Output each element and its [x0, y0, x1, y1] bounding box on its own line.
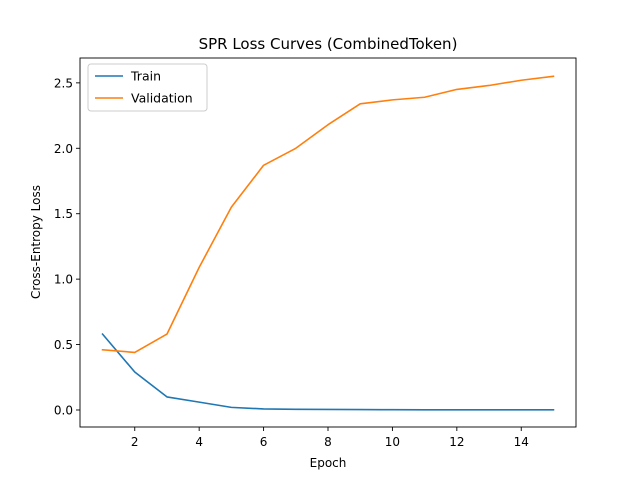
x-tick-label: 4	[195, 435, 203, 449]
y-tick-label: 0.0	[54, 403, 73, 417]
x-tick-label: 8	[324, 435, 332, 449]
plot-area	[101, 75, 555, 411]
legend: Train Validation	[87, 63, 208, 112]
x-axis-label: Epoch	[310, 456, 347, 470]
x-tick-label: 14	[514, 435, 529, 449]
series-line-validation	[101, 75, 555, 354]
y-tick-label: 2.5	[54, 76, 73, 90]
x-tick-label: 6	[260, 435, 268, 449]
chart-title: SPR Loss Curves (CombinedToken)	[199, 35, 458, 53]
y-tick-label: 2.0	[54, 142, 73, 156]
legend-label-validation: Validation	[131, 91, 193, 106]
axes: 2 4 6 8 10 12 14 0.0 0.5 1.0 1.5 2.0 2.5	[54, 57, 577, 449]
y-tick-label: 0.5	[54, 338, 73, 352]
y-tick-label: 1.5	[54, 207, 73, 221]
y-tick-label: 1.0	[54, 273, 73, 287]
y-axis-label: Cross-Entropy Loss	[29, 185, 43, 299]
legend-label-train: Train	[130, 69, 161, 84]
x-tick-label: 2	[131, 435, 139, 449]
plot-frame	[79, 57, 577, 428]
x-tick-label: 10	[385, 435, 400, 449]
series-line-train	[101, 332, 555, 411]
x-tick-label: 12	[449, 435, 464, 449]
